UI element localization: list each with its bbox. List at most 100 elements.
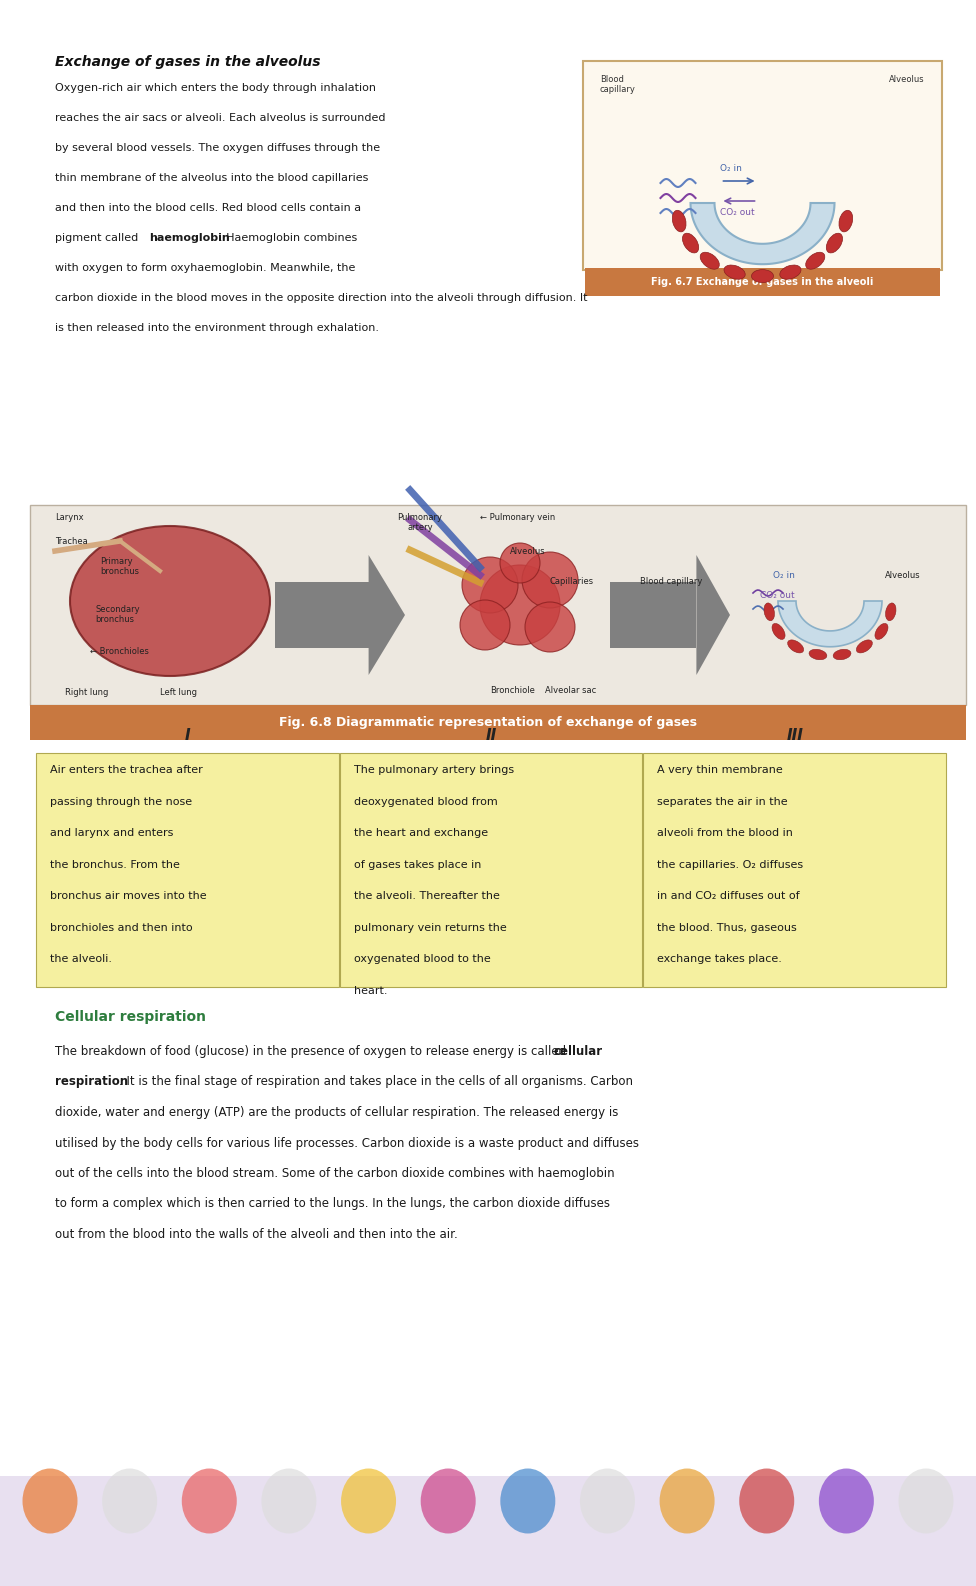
Text: the heart and exchange: the heart and exchange — [353, 828, 488, 837]
Text: Larynx: Larynx — [55, 512, 84, 522]
Ellipse shape — [780, 265, 801, 279]
Ellipse shape — [788, 639, 803, 653]
Text: Left lung: Left lung — [160, 688, 197, 696]
Text: the capillaries. O₂ diffuses: the capillaries. O₂ diffuses — [657, 860, 803, 869]
Polygon shape — [690, 203, 834, 265]
Text: ← Pulmonary vein: ← Pulmonary vein — [480, 512, 555, 522]
Text: the bronchus. From the: the bronchus. From the — [50, 860, 180, 869]
Text: alveoli from the blood in: alveoli from the blood in — [657, 828, 793, 837]
Polygon shape — [778, 601, 882, 647]
Ellipse shape — [682, 233, 699, 252]
Ellipse shape — [834, 649, 851, 660]
Text: Alveolar sac: Alveolar sac — [545, 687, 596, 695]
Text: Exchange of gases in the alveolus: Exchange of gases in the alveolus — [55, 56, 320, 70]
Ellipse shape — [672, 211, 686, 232]
Text: the alveoli. Thereafter the: the alveoli. Thereafter the — [353, 891, 500, 901]
Text: Bronchiole: Bronchiole — [490, 687, 535, 695]
Text: carbon dioxide in the blood moves in the opposite direction into the alveoli thr: carbon dioxide in the blood moves in the… — [55, 293, 588, 303]
Text: Fig. 6.7 Exchange of gases in the alveoli: Fig. 6.7 Exchange of gases in the alveol… — [651, 278, 874, 287]
Text: Trachea: Trachea — [55, 538, 88, 546]
Text: Capillaries: Capillaries — [550, 577, 594, 585]
Text: I: I — [184, 728, 190, 742]
Ellipse shape — [724, 265, 746, 279]
Text: . Haemoglobin combines: . Haemoglobin combines — [219, 233, 357, 243]
Text: oxygenated blood to the: oxygenated blood to the — [353, 955, 490, 964]
Circle shape — [500, 542, 540, 584]
FancyBboxPatch shape — [36, 753, 339, 986]
Text: bronchus air moves into the: bronchus air moves into the — [50, 891, 207, 901]
Ellipse shape — [839, 211, 853, 232]
Text: Alveolus: Alveolus — [510, 547, 546, 557]
Ellipse shape — [827, 233, 842, 252]
Ellipse shape — [819, 1469, 874, 1534]
Circle shape — [480, 565, 560, 646]
Text: bronchioles and then into: bronchioles and then into — [50, 923, 192, 933]
Text: by several blood vessels. The oxygen diffuses through the: by several blood vessels. The oxygen dif… — [55, 143, 380, 152]
Polygon shape — [610, 582, 697, 649]
Circle shape — [460, 600, 510, 650]
Text: in and CO₂ diffuses out of: in and CO₂ diffuses out of — [657, 891, 800, 901]
Text: Cellular respiration: Cellular respiration — [55, 1010, 206, 1025]
Ellipse shape — [885, 603, 896, 620]
Text: CO₂ out: CO₂ out — [760, 590, 795, 600]
FancyBboxPatch shape — [643, 753, 946, 986]
Text: passing through the nose: passing through the nose — [50, 796, 192, 807]
Ellipse shape — [102, 1469, 157, 1534]
Text: and then into the blood cells. Red blood cells contain a: and then into the blood cells. Red blood… — [55, 203, 361, 213]
Text: out of the cells into the blood stream. Some of the carbon dioxide combines with: out of the cells into the blood stream. … — [55, 1167, 615, 1180]
FancyBboxPatch shape — [340, 753, 642, 986]
Text: is then released into the environment through exhalation.: is then released into the environment th… — [55, 324, 379, 333]
Text: O₂ in: O₂ in — [720, 163, 743, 173]
Circle shape — [462, 557, 518, 614]
Text: the blood. Thus, gaseous: the blood. Thus, gaseous — [657, 923, 797, 933]
Text: respiration: respiration — [55, 1075, 128, 1088]
Text: Fig. 6.8 Diagrammatic representation of exchange of gases: Fig. 6.8 Diagrammatic representation of … — [279, 715, 697, 730]
Text: out from the blood into the walls of the alveoli and then into the air.: out from the blood into the walls of the… — [55, 1228, 458, 1240]
Text: of gases takes place in: of gases takes place in — [353, 860, 481, 869]
Text: exchange takes place.: exchange takes place. — [657, 955, 782, 964]
Text: Alveolus: Alveolus — [889, 75, 925, 84]
Text: ← Bronchioles: ← Bronchioles — [90, 647, 149, 657]
Circle shape — [522, 552, 578, 607]
Text: with oxygen to form oxyhaemoglobin. Meanwhile, the: with oxygen to form oxyhaemoglobin. Mean… — [55, 263, 355, 273]
Ellipse shape — [70, 527, 270, 676]
Ellipse shape — [809, 649, 827, 660]
Text: Primary
bronchus: Primary bronchus — [100, 557, 139, 576]
Text: thin membrane of the alveolus into the blood capillaries: thin membrane of the alveolus into the b… — [55, 173, 368, 182]
FancyBboxPatch shape — [30, 706, 966, 741]
Ellipse shape — [341, 1469, 396, 1534]
Text: The breakdown of food (glucose) in the presence of oxygen to release energy is c: The breakdown of food (glucose) in the p… — [55, 1045, 570, 1058]
Text: O₂ in: O₂ in — [773, 571, 795, 579]
Text: III: III — [787, 728, 803, 742]
Ellipse shape — [700, 252, 719, 270]
Ellipse shape — [22, 1469, 77, 1534]
Text: reaches the air sacs or alveoli. Each alveolus is surrounded: reaches the air sacs or alveoli. Each al… — [55, 113, 386, 124]
Ellipse shape — [182, 1469, 237, 1534]
Text: Alveolus: Alveolus — [885, 571, 920, 580]
Text: Blood capillary: Blood capillary — [640, 577, 703, 585]
Text: heart.: heart. — [353, 985, 387, 996]
Text: Oxygen-rich air which enters the body through inhalation: Oxygen-rich air which enters the body th… — [55, 82, 376, 94]
Polygon shape — [369, 555, 405, 676]
FancyBboxPatch shape — [583, 60, 942, 270]
Text: haemoglobin: haemoglobin — [149, 233, 230, 243]
Text: dioxide, water and energy (ATP) are the products of cellular respiration. The re: dioxide, water and energy (ATP) are the … — [55, 1105, 619, 1120]
Text: to form a complex which is then carried to the lungs. In the lungs, the carbon d: to form a complex which is then carried … — [55, 1197, 610, 1210]
FancyBboxPatch shape — [585, 268, 940, 297]
Text: Secondary
bronchus: Secondary bronchus — [95, 604, 140, 625]
Circle shape — [525, 603, 575, 652]
Text: Blood
capillary: Blood capillary — [600, 75, 636, 95]
Text: cellular: cellular — [553, 1045, 603, 1058]
Text: . It is the final stage of respiration and takes place in the cells of all organ: . It is the final stage of respiration a… — [119, 1075, 632, 1088]
Text: Air enters the trachea after: Air enters the trachea after — [50, 764, 203, 776]
Text: separates the air in the: separates the air in the — [657, 796, 788, 807]
Text: Pulmonary
artery: Pulmonary artery — [397, 512, 442, 533]
Ellipse shape — [421, 1469, 475, 1534]
Text: Right lung: Right lung — [65, 688, 108, 696]
Ellipse shape — [262, 1469, 316, 1534]
Ellipse shape — [899, 1469, 954, 1534]
Text: deoxygenated blood from: deoxygenated blood from — [353, 796, 498, 807]
Text: A very thin membrane: A very thin membrane — [657, 764, 783, 776]
Ellipse shape — [856, 639, 873, 653]
Ellipse shape — [764, 603, 774, 620]
